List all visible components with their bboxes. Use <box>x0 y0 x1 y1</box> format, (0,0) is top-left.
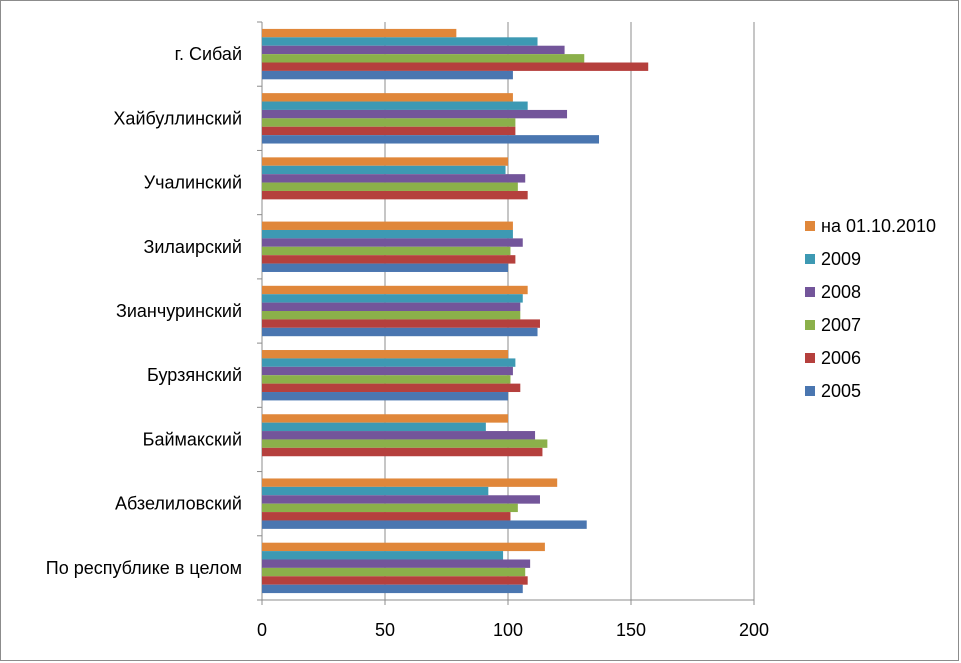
bar <box>262 221 513 230</box>
bar <box>262 28 457 38</box>
bar <box>262 439 548 448</box>
bar <box>262 327 538 337</box>
bar <box>262 37 538 46</box>
bar <box>262 255 516 264</box>
legend-swatch <box>805 353 815 363</box>
bar <box>262 70 513 80</box>
category-label: Хайбуллинский <box>113 108 242 128</box>
bar <box>262 229 513 239</box>
bar <box>262 584 523 594</box>
bar <box>262 93 513 102</box>
bar <box>262 165 506 175</box>
bar <box>262 350 508 359</box>
x-tick-label: 50 <box>375 620 395 640</box>
bar <box>262 45 565 55</box>
bar <box>262 503 518 513</box>
x-tick-label: 100 <box>493 620 523 640</box>
category-label: Баймакский <box>143 429 242 449</box>
bar <box>262 190 528 200</box>
legend-swatch <box>805 386 815 396</box>
legend-label: 2006 <box>821 348 861 368</box>
x-tick-label: 200 <box>739 620 769 640</box>
bar <box>262 109 568 119</box>
category-label: Зианчуринский <box>116 301 242 321</box>
bar <box>262 576 528 585</box>
bar <box>262 238 523 247</box>
legend-label: 2007 <box>821 315 861 335</box>
bar <box>262 358 516 367</box>
category-label: Бурзянский <box>147 365 242 385</box>
bar <box>262 542 545 552</box>
bar <box>262 414 508 423</box>
bar <box>262 157 508 166</box>
category-label: Зилаирский <box>144 237 243 257</box>
bar <box>262 375 511 384</box>
bar <box>262 383 521 393</box>
bar <box>262 302 521 311</box>
bar <box>262 174 526 183</box>
bar <box>262 495 540 504</box>
legend-label: 2009 <box>821 249 861 269</box>
bar <box>262 551 504 560</box>
bar <box>262 263 508 272</box>
category-label: Абзелиловский <box>115 494 242 514</box>
bar <box>262 246 511 256</box>
bar <box>262 486 489 496</box>
bar <box>262 135 600 144</box>
bar <box>262 182 518 191</box>
legend-label: 2008 <box>821 282 861 302</box>
bar <box>262 520 587 529</box>
bar <box>262 431 536 440</box>
legend-label: 2005 <box>821 381 861 401</box>
bar <box>262 447 543 457</box>
legend-label: на 01.10.2010 <box>821 216 936 236</box>
x-tick-label: 0 <box>257 620 267 640</box>
bar <box>262 62 649 71</box>
bar <box>262 512 511 521</box>
bar <box>262 366 513 376</box>
bar <box>262 54 585 63</box>
bar <box>262 294 523 303</box>
bar <box>262 285 528 295</box>
bar <box>262 118 516 127</box>
category-label: Учалинский <box>144 173 242 193</box>
bar <box>262 392 508 401</box>
category-label: По республике в целом <box>46 558 242 578</box>
bar <box>262 101 528 110</box>
bar <box>262 478 558 487</box>
bar <box>262 311 521 320</box>
legend-swatch <box>805 221 815 231</box>
bar <box>262 126 516 136</box>
bar <box>262 422 486 432</box>
bar <box>262 567 526 577</box>
legend-swatch <box>805 287 815 297</box>
bar <box>262 559 531 568</box>
category-label: г. Сибай <box>175 44 242 64</box>
legend-swatch <box>805 254 815 264</box>
x-tick-label: 150 <box>616 620 646 640</box>
legend-swatch <box>805 320 815 330</box>
bar <box>262 319 540 328</box>
